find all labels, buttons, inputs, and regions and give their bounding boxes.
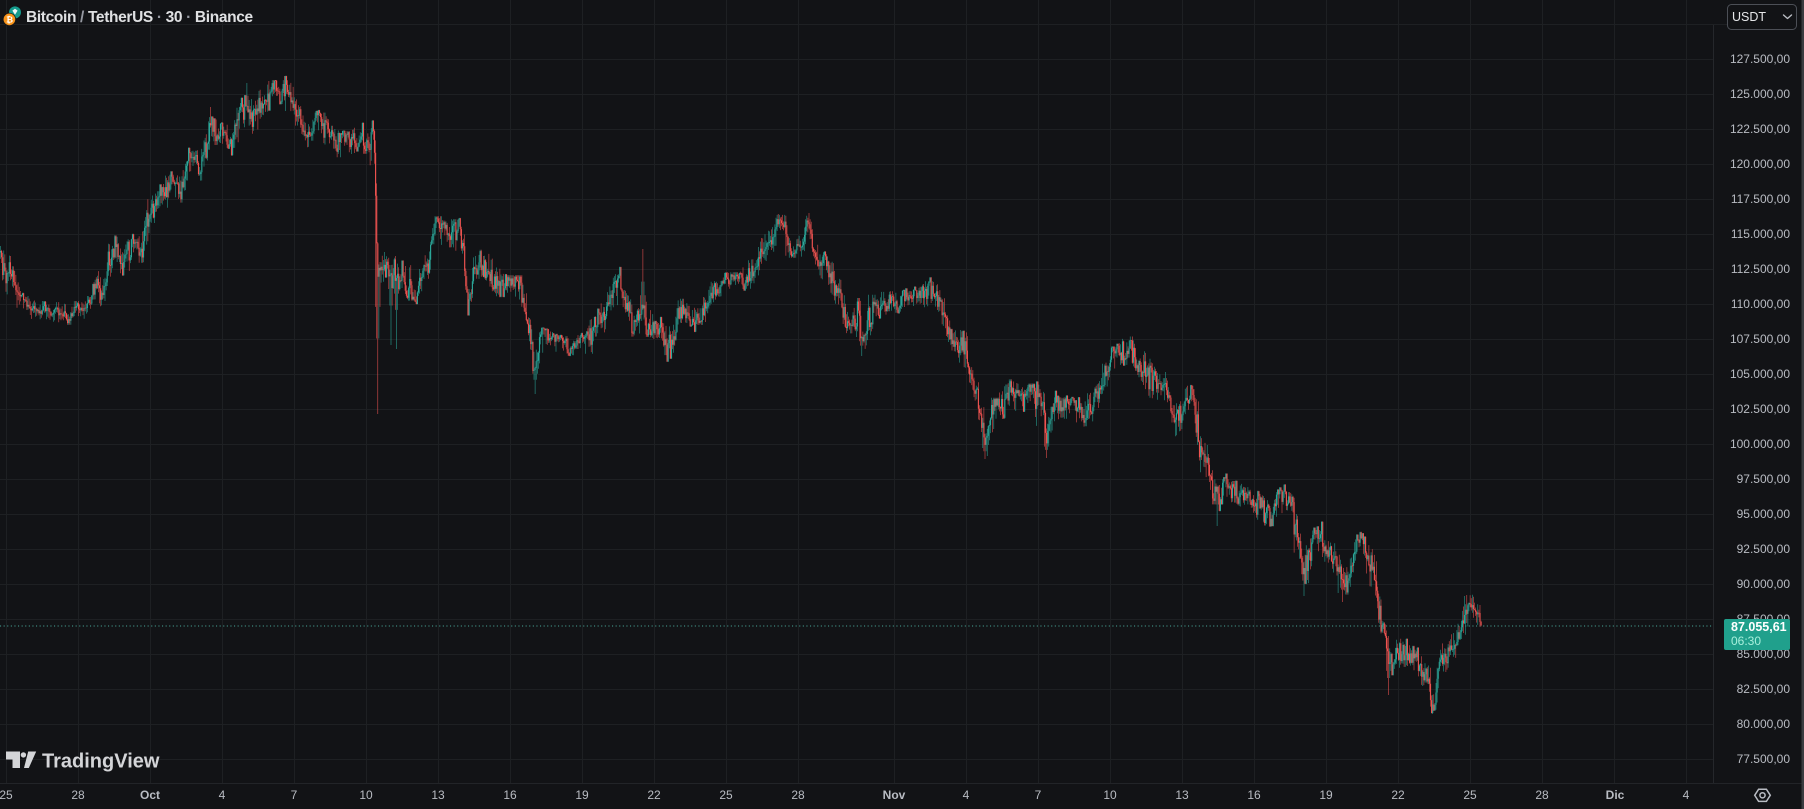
svg-text:16: 16 (503, 788, 517, 802)
svg-text:Oct: Oct (140, 788, 160, 802)
svg-text:28: 28 (71, 788, 85, 802)
svg-text:25: 25 (0, 788, 13, 802)
svg-text:82.500,00: 82.500,00 (1737, 682, 1791, 696)
svg-text:28: 28 (791, 788, 805, 802)
svg-text:115.000,00: 115.000,00 (1731, 227, 1790, 241)
svg-text:117.500,00: 117.500,00 (1731, 192, 1790, 206)
svg-text:97.500,00: 97.500,00 (1737, 472, 1791, 486)
svg-text:102.500,00: 102.500,00 (1730, 402, 1790, 416)
svg-text:10: 10 (1103, 788, 1117, 802)
svg-text:TradingView: TradingView (42, 751, 160, 773)
svg-text:120.000,00: 120.000,00 (1730, 157, 1790, 171)
svg-text:19: 19 (575, 788, 589, 802)
svg-text:85.000,00: 85.000,00 (1737, 647, 1791, 661)
svg-text:7: 7 (1035, 788, 1042, 802)
svg-text:13: 13 (1175, 788, 1189, 802)
svg-text:90.000,00: 90.000,00 (1737, 577, 1791, 591)
svg-text:Nov: Nov (883, 788, 906, 802)
svg-text:92.500,00: 92.500,00 (1737, 542, 1791, 556)
svg-text:77.500,00: 77.500,00 (1737, 752, 1791, 766)
svg-text:₿: ₿ (6, 15, 13, 25)
svg-text:25: 25 (719, 788, 733, 802)
svg-text:7: 7 (291, 788, 298, 802)
svg-text:19: 19 (1319, 788, 1333, 802)
svg-text:122.500,00: 122.500,00 (1730, 122, 1790, 136)
svg-text:4: 4 (219, 788, 226, 802)
svg-text:80.000,00: 80.000,00 (1737, 717, 1791, 731)
svg-text:28: 28 (1535, 788, 1549, 802)
svg-text:4: 4 (1683, 788, 1690, 802)
svg-text:105.000,00: 105.000,00 (1730, 367, 1790, 381)
svg-text:87.055,61: 87.055,61 (1731, 620, 1787, 634)
svg-text:10: 10 (359, 788, 373, 802)
svg-text:127.500,00: 127.500,00 (1730, 52, 1790, 66)
svg-text:25: 25 (1463, 788, 1477, 802)
svg-text:100.000,00: 100.000,00 (1730, 437, 1790, 451)
svg-text:16: 16 (1247, 788, 1261, 802)
svg-text:Dic: Dic (1606, 788, 1625, 802)
svg-text:112.500,00: 112.500,00 (1731, 262, 1790, 276)
svg-text:4: 4 (963, 788, 970, 802)
svg-text:125.000,00: 125.000,00 (1730, 87, 1790, 101)
svg-text:22: 22 (1391, 788, 1405, 802)
svg-text:22: 22 (647, 788, 661, 802)
svg-text:13: 13 (431, 788, 445, 802)
svg-text:107.500,00: 107.500,00 (1730, 332, 1790, 346)
svg-text:95.000,00: 95.000,00 (1737, 507, 1791, 521)
svg-text:06:30: 06:30 (1731, 634, 1761, 648)
svg-text:Bitcoin / TetherUS · 30 · Bina: Bitcoin / TetherUS · 30 · Binance (26, 9, 254, 26)
svg-text:USDT: USDT (1732, 10, 1766, 24)
svg-text:110.000,00: 110.000,00 (1731, 297, 1790, 311)
